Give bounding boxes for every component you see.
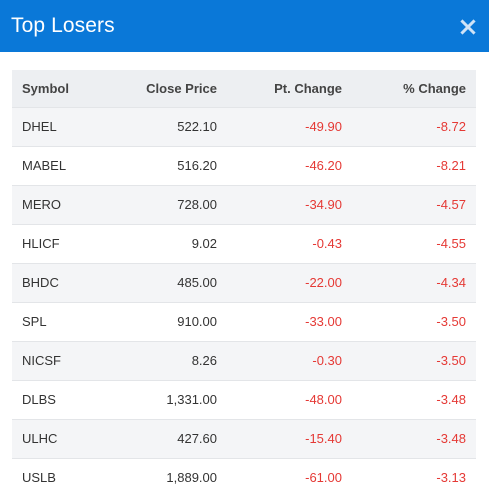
header-close-price[interactable]: Close Price — [146, 80, 217, 96]
symbol-cell: HLICF — [22, 236, 60, 251]
pt-change-cell: -49.90 — [305, 119, 342, 134]
table-row[interactable]: DLBS 1,331.00 -48.00 -3.48 — [12, 380, 476, 419]
pt-change-cell: -0.43 — [312, 236, 342, 251]
pt-change-cell: -61.00 — [305, 470, 342, 486]
pt-change-cell: -22.00 — [305, 275, 342, 290]
pct-change-cell: -4.55 — [436, 236, 466, 251]
header-row: Symbol Close Price Pt. Change % Change — [12, 70, 476, 107]
pct-change-cell: -3.13 — [436, 470, 466, 486]
close-price-cell: 516.20 — [177, 158, 217, 173]
table-row[interactable]: MABEL 516.20 -46.20 -8.21 — [12, 146, 476, 185]
table-row[interactable]: BHDC 485.00 -22.00 -4.34 — [12, 263, 476, 302]
modal-body: Symbol Close Price Pt. Change % Change D… — [0, 52, 489, 497]
symbol-cell: DLBS — [22, 392, 56, 407]
symbol-cell: SPL — [22, 314, 47, 329]
pt-change-cell: -46.20 — [305, 158, 342, 173]
losers-table: Symbol Close Price Pt. Change % Change D… — [12, 70, 476, 497]
close-price-cell: 728.00 — [177, 197, 217, 212]
symbol-cell: MABEL — [22, 158, 67, 173]
close-price-cell: 1,331.00 — [166, 392, 217, 407]
close-price-cell: 427.60 — [177, 431, 217, 446]
close-price-cell: 8.26 — [191, 353, 217, 368]
close-price-cell: 522.10 — [177, 119, 217, 134]
pt-change-cell: -0.30 — [312, 353, 342, 368]
symbol-cell: DHEL — [22, 119, 57, 134]
pct-change-cell: -3.48 — [436, 392, 466, 407]
header-pt-change[interactable]: Pt. Change — [274, 80, 342, 96]
pct-change-cell: -4.34 — [436, 275, 466, 290]
pct-change-cell: -3.50 — [436, 353, 466, 368]
symbol-cell: BHDC — [22, 275, 59, 290]
close-price-cell: 1,889.00 — [166, 470, 217, 486]
table-row[interactable]: DHEL 522.10 -49.90 -8.72 — [12, 107, 476, 146]
close-price-cell: 9.02 — [191, 236, 217, 251]
table-row[interactable]: HLICF 9.02 -0.43 -4.55 — [12, 224, 476, 263]
symbol-cell: NICSF — [22, 353, 61, 368]
pt-change-cell: -33.00 — [305, 314, 342, 329]
table-row[interactable]: ULHC 427.60 -15.40 -3.48 — [12, 419, 476, 458]
pct-change-cell: -3.50 — [436, 314, 466, 329]
pct-change-cell: -3.48 — [436, 431, 466, 446]
modal-header: Top Losers — [0, 0, 489, 52]
pt-change-cell: -15.40 — [305, 431, 342, 446]
pct-change-cell: -8.21 — [436, 158, 466, 173]
close-price-cell: 485.00 — [177, 275, 217, 290]
table-header: Symbol Close Price Pt. Change % Change — [12, 70, 476, 107]
pt-change-cell: -48.00 — [305, 392, 342, 407]
symbol-cell: ULHC — [22, 431, 58, 446]
table-row[interactable]: NICSF 8.26 -0.30 -3.50 — [12, 341, 476, 380]
table-body: DHEL 522.10 -49.90 -8.72 MABEL 516.20 -46.20 -8… — [12, 107, 476, 497]
table-row[interactable]: USLB 1,889.00 -61.00 -3.13 — [12, 458, 476, 497]
close-icon[interactable] — [457, 16, 479, 38]
table-row[interactable]: SPL 910.00 -33.00 -3.50 — [12, 302, 476, 341]
header-symbol[interactable]: Symbol — [22, 80, 69, 96]
pt-change-cell: -34.90 — [305, 197, 342, 212]
close-price-cell: 910.00 — [177, 314, 217, 329]
pct-change-cell: -4.57 — [436, 197, 466, 212]
symbol-cell: USLB — [22, 470, 56, 486]
table-row[interactable]: MERO 728.00 -34.90 -4.57 — [12, 185, 476, 224]
pct-change-cell: -8.72 — [436, 119, 466, 134]
header-pct-change[interactable]: % Change — [403, 80, 466, 96]
symbol-cell: MERO — [22, 197, 61, 212]
modal-title: Top Losers — [11, 14, 115, 37]
